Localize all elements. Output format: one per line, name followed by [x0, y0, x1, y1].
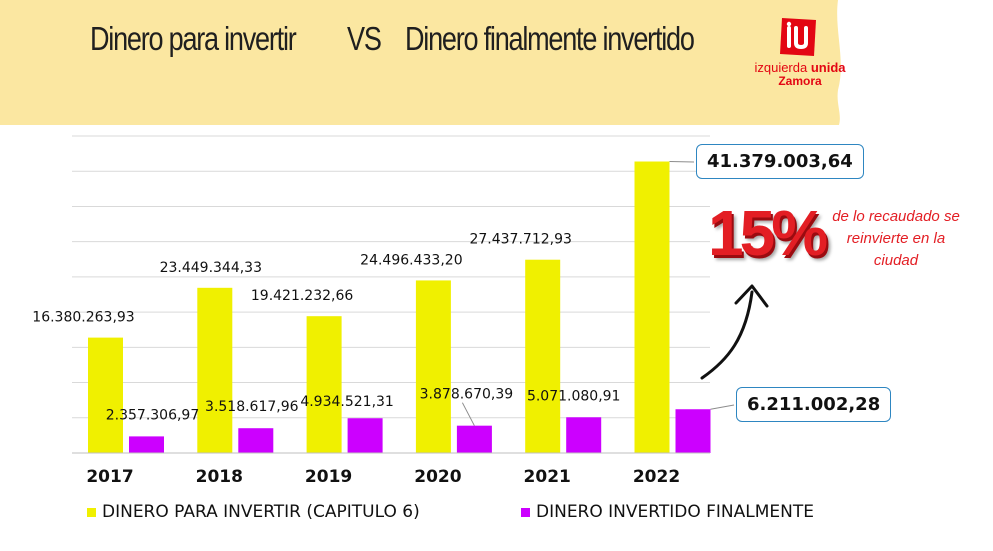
bar-2018-invested — [238, 428, 274, 453]
curved-arrow-icon — [700, 290, 754, 380]
bar-2020-invest — [415, 280, 451, 453]
bar-2018-invest — [197, 287, 233, 453]
callout-note: de lo recaudado se reinvierte en la ciud… — [832, 208, 960, 269]
bar-2021-invested — [566, 417, 602, 453]
data-label: 3.878.670,39 — [420, 387, 514, 403]
header-banner — [0, 0, 841, 125]
data-label: 24.496.433,20 — [360, 252, 462, 268]
arrow-head — [734, 284, 769, 308]
bar-2019-invest — [306, 316, 342, 453]
legend-item-invested: DINERO INVERTIDO FINALMENTE — [521, 502, 814, 522]
logo-text-izquierda-unida: izquierda unida — [754, 60, 846, 75]
bar-2022-invested — [675, 409, 711, 453]
x-tick-label: 2022 — [633, 467, 680, 487]
data-label: 23.449.344,33 — [160, 260, 262, 276]
data-label: 16.380.263,93 — [32, 310, 134, 326]
highlight-label-2022-invest: 41.379.003,64 — [696, 144, 864, 179]
highlight-label-2022-invested: 6.211.002,28 — [736, 387, 892, 422]
legend-swatch-yellow — [87, 507, 96, 517]
leader-line — [710, 404, 735, 410]
bar-2017-invest — [88, 337, 123, 453]
data-label: 5.071.080,91 — [527, 388, 621, 404]
bar-2017-invested — [129, 436, 164, 453]
x-tick-label: 2019 — [305, 467, 352, 487]
bar-2022-invest — [634, 161, 670, 453]
title-vs: VS — [347, 20, 382, 57]
x-tick-label: 2018 — [196, 467, 243, 487]
bar-2020-invested — [456, 425, 492, 453]
data-label: 4.934.521,31 — [300, 394, 394, 410]
chart-gridlines — [72, 135, 710, 419]
legend-label: DINERO PARA INVERTIR (CAPITULO 6) — [102, 502, 420, 522]
logo-text-zamora: Zamora — [778, 74, 822, 88]
title-right: Dinero finalmente invertido — [405, 20, 695, 57]
iu-logo-mark-icon — [780, 18, 816, 56]
data-label: 3.518.617,96 — [205, 399, 299, 415]
x-tick-label: 2017 — [86, 467, 133, 487]
leader-line — [461, 402, 475, 426]
label-leader-lines — [461, 161, 735, 426]
data-label: 19.421.232,66 — [251, 288, 354, 304]
legend-label: DINERO INVERTIDO FINALMENTE — [536, 502, 814, 522]
logo: izquierda unida Zamora — [750, 16, 850, 96]
bar-2021-invest — [525, 259, 561, 453]
chart-x-tick-labels: 2017 2018 2019 2020 2021 2022 — [86, 467, 680, 487]
bar-2019-invested — [347, 418, 383, 453]
data-label: 2.357.306,97 — [106, 407, 200, 423]
chart-bars — [88, 161, 711, 453]
chart-value-labels: 16.380.263,93 2.357.306,97 23.449.344,33 3.… — [32, 232, 620, 424]
x-tick-label: 2021 — [524, 467, 571, 487]
x-tick-label: 2020 — [414, 467, 461, 487]
legend-swatch-purple — [521, 507, 530, 517]
title-left: Dinero para invertir — [90, 20, 297, 57]
legend-item-invest: DINERO PARA INVERTIR (CAPITULO 6) — [87, 502, 420, 522]
callout-percent: 15% — [708, 197, 828, 269]
data-label: 27.437.712,93 — [469, 232, 571, 248]
